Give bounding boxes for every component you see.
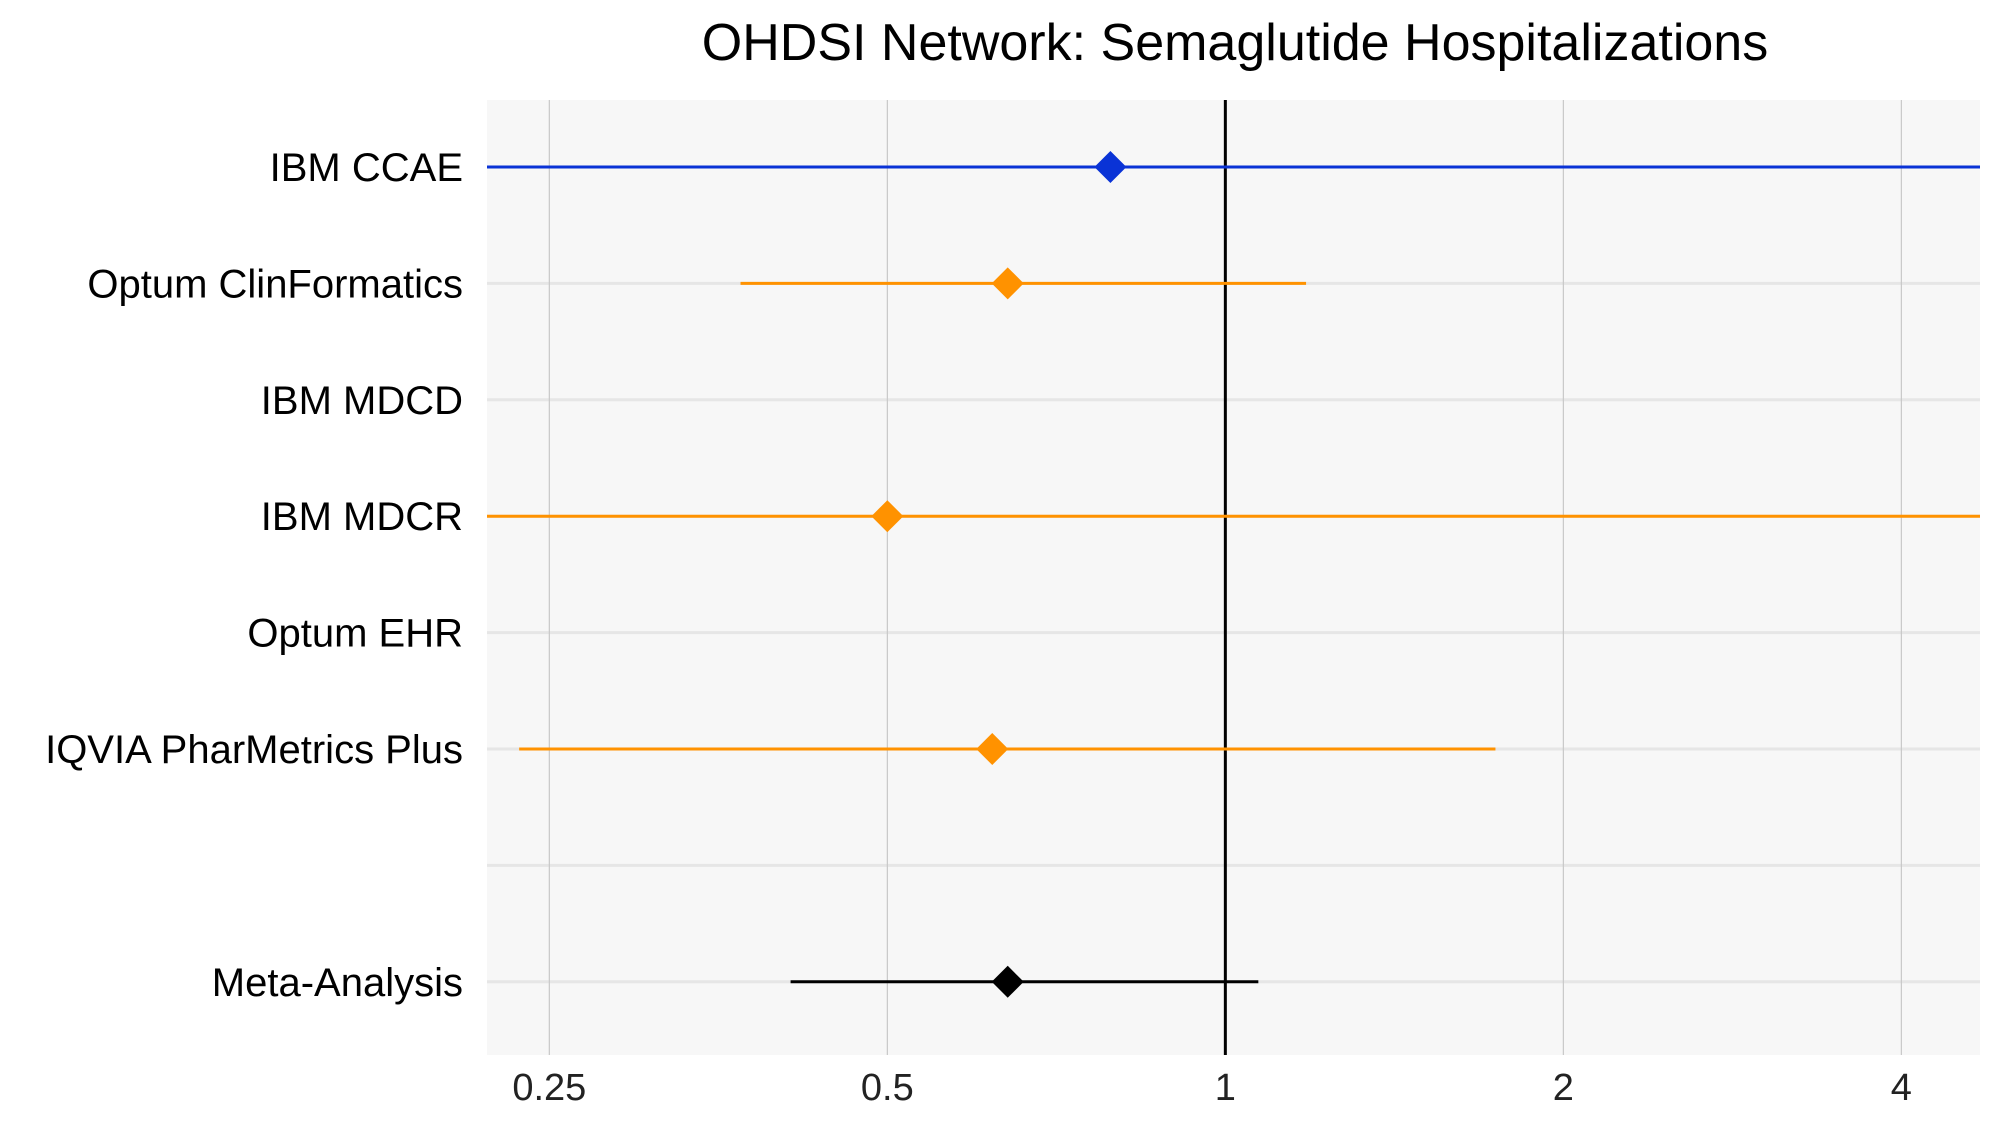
row-label: IQVIA PharMetrics Plus [45, 728, 463, 772]
x-tick-label: 0.25 [512, 1067, 586, 1109]
category-labels: IBM CCAE Optum ClinFormatics IBM MDCD IBM M… [45, 146, 463, 1005]
point-estimate [991, 267, 1024, 300]
row-label: Optum EHR [247, 612, 463, 656]
x-tick-label: 1 [1215, 1067, 1236, 1109]
estimate-rows [487, 151, 1980, 998]
row-label: Meta-Analysis [212, 961, 463, 1005]
plot-panel [487, 100, 1980, 1055]
x-tick-label: 0.5 [861, 1067, 914, 1109]
x-axis-tick-labels: 0.25 0.5 1 2 4 [512, 1067, 1912, 1109]
row-label: IBM MDCD [261, 379, 463, 423]
row-label: IBM CCAE [270, 146, 463, 190]
point-estimate [976, 733, 1009, 765]
point-estimate [871, 500, 904, 533]
point-estimate [1094, 151, 1127, 183]
row-label: IBM MDCR [261, 495, 463, 539]
row-label: Optum ClinFormatics [87, 262, 463, 306]
x-tick-label: 2 [1553, 1067, 1574, 1109]
x-tick-label: 4 [1891, 1067, 1912, 1109]
chart-title: OHDSI Network: Semaglutide Hospitalizati… [702, 14, 1768, 72]
point-estimate [991, 965, 1024, 998]
